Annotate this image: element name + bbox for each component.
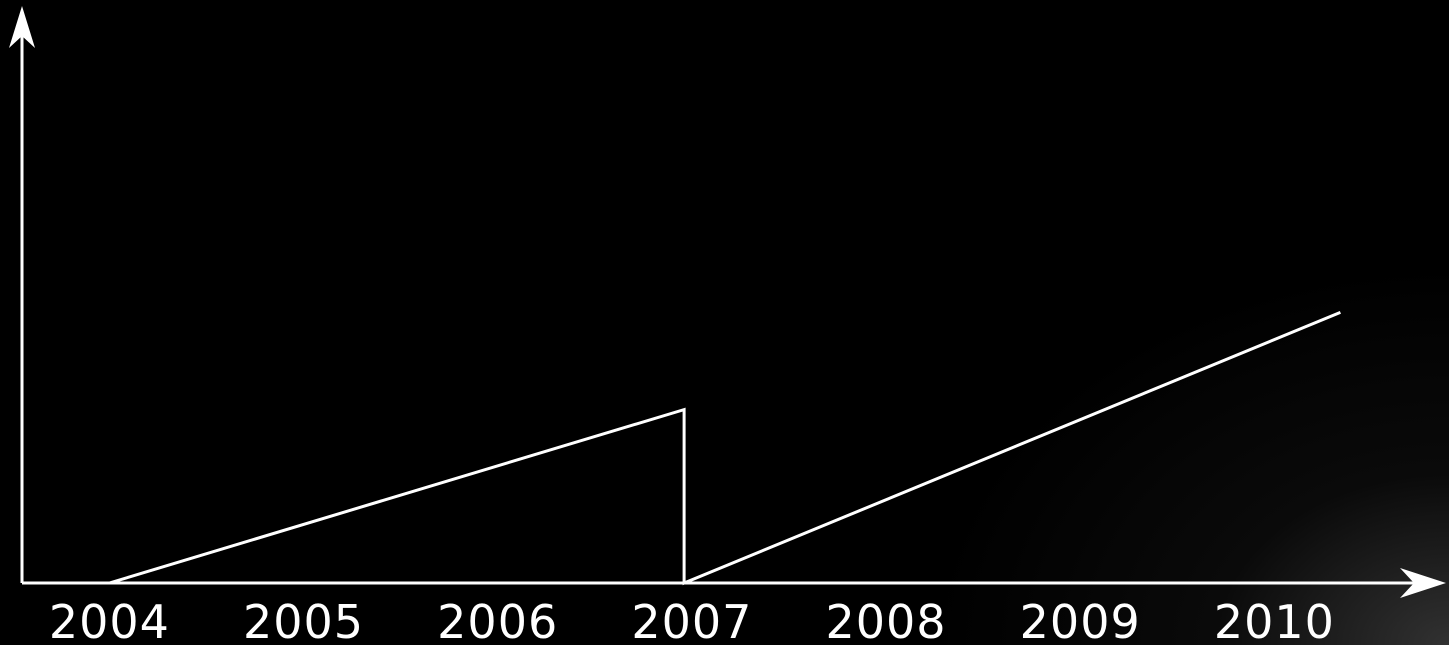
- x-tick-label-2009: 2009: [1020, 595, 1141, 645]
- x-tick-labels: 2004 2005 2006 2007 2008 2009 2010: [49, 595, 1335, 645]
- x-axis-arrow-icon: [1400, 568, 1446, 598]
- x-tick-label-2005: 2005: [243, 595, 364, 645]
- y-axis-arrow-icon: [9, 6, 35, 48]
- x-tick-label-2004: 2004: [49, 595, 170, 645]
- series-line-0: [108, 311, 1341, 586]
- axes: [9, 6, 1446, 598]
- x-tick-label-2008: 2008: [825, 595, 946, 645]
- x-tick-label-2007: 2007: [631, 595, 752, 645]
- series-layer: [108, 311, 1341, 586]
- x-tick-label-2010: 2010: [1214, 595, 1335, 645]
- x-tick-label-2006: 2006: [437, 595, 558, 645]
